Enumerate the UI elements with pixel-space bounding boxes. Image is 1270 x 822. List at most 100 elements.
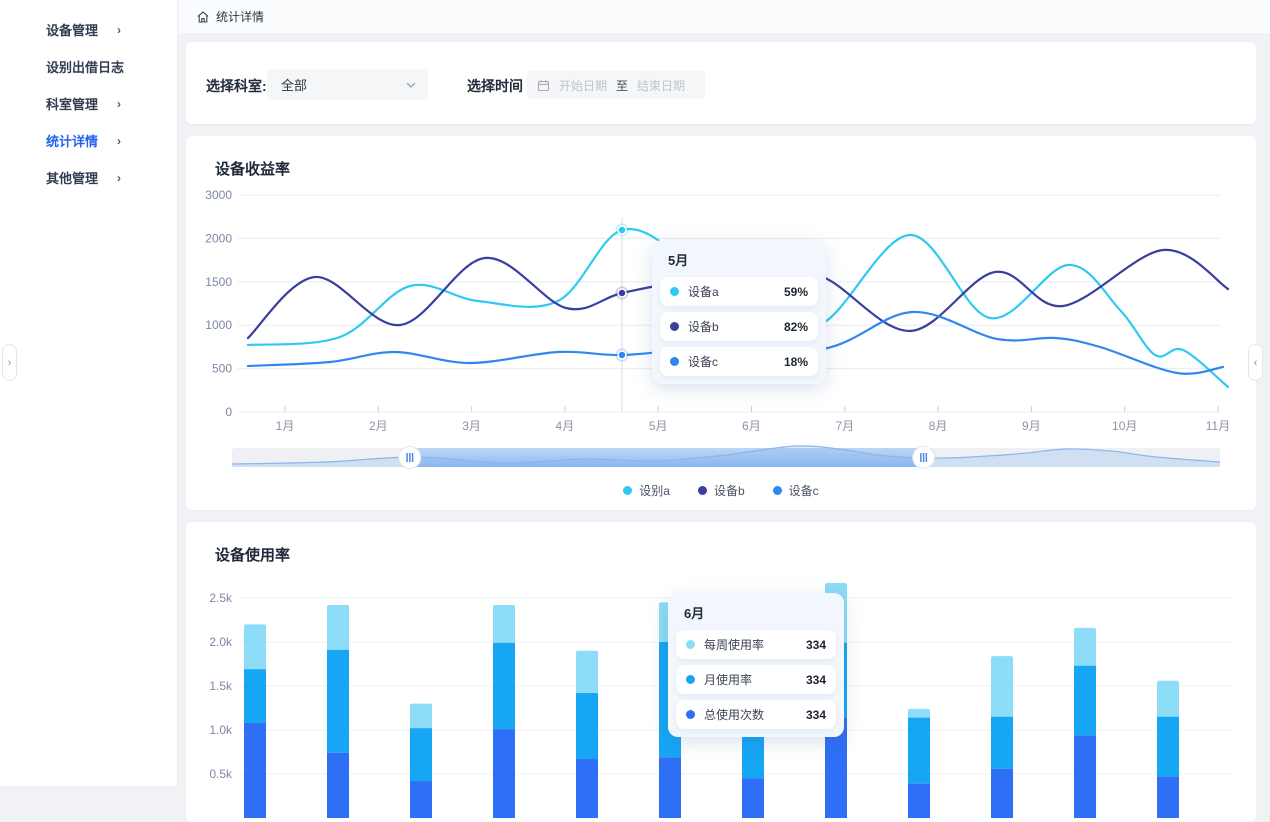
svg-text:5月: 5月	[649, 419, 668, 433]
legend-item[interactable]: 设别a	[623, 482, 670, 499]
sidebar-item-label: 设别出借日志	[46, 60, 125, 75]
panel-collapse-button[interactable]: ‹	[1248, 344, 1263, 381]
datazoom-slider[interactable]	[231, 445, 1221, 469]
series-dot	[670, 287, 679, 296]
chevron-right-icon: ›	[117, 96, 121, 111]
legend-label: 设备c	[788, 484, 819, 498]
sidebar-item[interactable]: 科室管理 ›	[0, 85, 177, 122]
tooltip-series-value: 334	[805, 637, 826, 652]
tooltip-series-label: 每周使用率	[704, 638, 765, 652]
tooltip-row: 总使用次数 334	[676, 700, 836, 729]
svg-text:1.0k: 1.0k	[209, 723, 233, 737]
revenue-chart-title: 设备收益率	[215, 161, 291, 178]
tooltip-series-value: 334	[805, 672, 826, 687]
bar-11月[interactable]	[1074, 627, 1096, 818]
datazoom-preview-line	[231, 445, 1221, 465]
svg-text:0.5k: 0.5k	[209, 767, 233, 781]
tooltip-title: 6月	[684, 606, 705, 621]
usage-chart-title: 设备使用率	[215, 547, 291, 564]
svg-text:2.0k: 2.0k	[209, 635, 233, 649]
indicator-dot	[617, 350, 627, 360]
bar-3月[interactable]	[410, 703, 432, 818]
legend-item[interactable]: 设备c	[772, 482, 819, 499]
chevron-right-icon: ›	[7, 356, 12, 369]
sidebar-item-label: 其他管理	[46, 171, 99, 186]
sidebar-menu: 设备管理 › 设别出借日志 › 科室管理 › 统计详情 › 其他管理 ›	[0, 11, 177, 196]
revenue-chart-tooltip: 5月 设备a 59% 设备b 82% 设备c 18%	[652, 240, 826, 384]
tooltip-series-value: 59%	[783, 284, 808, 299]
tooltip-row: 设备c 18%	[660, 347, 818, 376]
tooltip-row: 月使用率 334	[676, 665, 836, 694]
date-end-placeholder[interactable]: 结束日期	[637, 78, 686, 93]
datazoom-handle-right[interactable]	[912, 446, 936, 469]
chevron-left-icon: ‹	[1253, 356, 1258, 369]
dept-select[interactable]: 全部	[267, 69, 428, 100]
svg-text:4月: 4月	[556, 419, 575, 433]
series-dot	[686, 710, 695, 719]
dept-select-value: 全部	[281, 78, 308, 93]
svg-text:1月: 1月	[276, 419, 295, 433]
svg-text:1500: 1500	[205, 275, 232, 289]
bar-12月[interactable]	[1157, 680, 1179, 818]
breadcrumb-bar: 统计详情	[179, 0, 1270, 33]
svg-text:6月: 6月	[742, 419, 761, 433]
date-range-picker[interactable]: 开始日期 至 结束日期	[527, 71, 705, 99]
tooltip-row: 设备b 82%	[660, 312, 818, 341]
sidebar-item[interactable]: 设别出借日志 ›	[0, 48, 177, 85]
sidebar-item[interactable]: 设备管理 ›	[0, 11, 177, 48]
series-dot	[670, 322, 679, 331]
filter-panel: 选择科室: 全部 选择时间 开始日期 至 结束日期	[186, 42, 1256, 124]
date-start-placeholder[interactable]: 开始日期	[559, 78, 608, 93]
usage-chart-panel: 设备使用率 2.5k 2.0k 1.5k 1.0k 0.5k 6月 每周使用率 334 月使…	[186, 522, 1256, 822]
tooltip-series-label: 设备a	[688, 285, 719, 299]
bar-9月[interactable]	[908, 708, 930, 818]
x-axis: 1月 2月 3月 4月 5月 6月 7月 8月 9月 10月 11月	[276, 406, 1230, 433]
legend-label: 设别a	[639, 484, 670, 498]
sidebar-item-label: 科室管理	[46, 97, 99, 112]
chart-legend: 设别a 设备b 设备c	[186, 482, 1256, 499]
svg-text:1.5k: 1.5k	[209, 679, 233, 693]
legend-dot	[772, 486, 782, 495]
svg-text:500: 500	[212, 362, 232, 376]
chevron-right-icon: ›	[117, 133, 121, 148]
indicator-dot	[617, 225, 627, 235]
usage-chart-tooltip: 6月 每周使用率 334 月使用率 334 总使用次数 334	[668, 593, 844, 737]
bar-2月[interactable]	[327, 605, 349, 818]
tooltip-series-label: 设备c	[688, 355, 719, 369]
sidebar-expand-button[interactable]: ›	[2, 344, 17, 381]
revenue-line-chart[interactable]: 3000 2000 1500 1000 500 0 1月 2月 3月 4月 5月 6月 7月 8月 9月 10…	[186, 136, 1256, 510]
tooltip-series-label: 月使用率	[704, 673, 753, 687]
tooltip-series-value: 18%	[783, 354, 808, 369]
svg-text:9月: 9月	[1022, 419, 1041, 433]
chevron-down-icon	[406, 82, 416, 88]
sidebar-item-label: 统计详情	[46, 134, 99, 149]
bar-4月[interactable]	[493, 605, 515, 818]
legend-item[interactable]: 设备b	[697, 482, 745, 499]
svg-text:2月: 2月	[369, 419, 388, 433]
bar-10月[interactable]	[991, 656, 1013, 818]
time-filter-label: 选择时间	[467, 78, 523, 94]
svg-text:10月: 10月	[1112, 419, 1137, 433]
svg-text:7月: 7月	[835, 419, 854, 433]
tooltip-title: 5月	[668, 253, 689, 268]
tooltip-series-value: 334	[805, 707, 826, 722]
date-range-separator: 至	[616, 78, 629, 93]
chevron-right-icon: ›	[117, 170, 121, 185]
svg-text:3000: 3000	[205, 188, 232, 202]
legend-label: 设备b	[713, 484, 745, 498]
svg-text:11月: 11月	[1206, 419, 1230, 433]
svg-text:2.5k: 2.5k	[209, 591, 233, 605]
bar-5月[interactable]	[576, 650, 598, 818]
bar-1月[interactable]	[244, 624, 266, 818]
datazoom-handle-left[interactable]	[398, 446, 422, 469]
home-icon	[197, 10, 209, 23]
series-dot	[670, 357, 679, 366]
sidebar-item[interactable]: 其他管理 ›	[0, 159, 177, 196]
indicator-dot	[617, 288, 627, 298]
legend-dot	[697, 486, 707, 495]
svg-text:1000: 1000	[205, 318, 232, 332]
sidebar-item[interactable]: 统计详情 ›	[0, 122, 177, 159]
chevron-right-icon: ›	[117, 22, 121, 37]
legend-dot	[623, 486, 633, 495]
breadcrumb[interactable]: 统计详情	[216, 10, 265, 24]
